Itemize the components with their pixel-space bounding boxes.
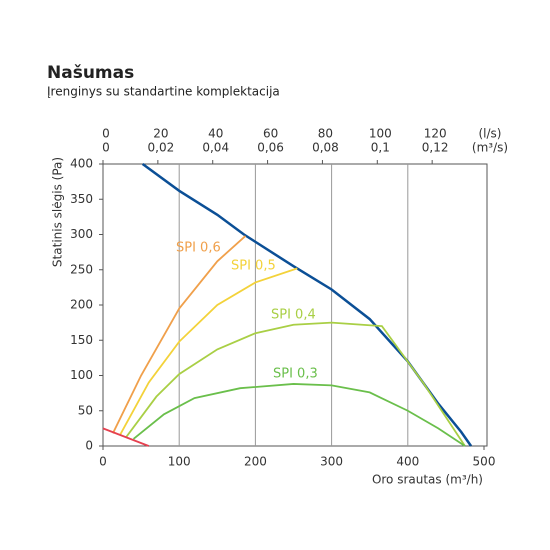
y-axis-label: Statinis slėgis (Pa) [51, 157, 65, 267]
x-tick-label: 100 [168, 455, 191, 469]
series-line [141, 162, 473, 447]
top-axis-unit: (m³/s) [472, 141, 508, 155]
plot-frame [102, 163, 488, 447]
y-tick-label: 200 [70, 298, 93, 312]
x-tick-label: 400 [396, 455, 419, 469]
top-tick-label: 0,08 [312, 141, 339, 155]
y-tick-label: 400 [70, 157, 93, 171]
top-tick-label: 40 [208, 127, 223, 141]
y-tick-label: 50 [78, 403, 93, 417]
series-line [102, 427, 150, 447]
x-tick-label: 500 [473, 455, 496, 469]
top-tick-label: 100 [369, 127, 392, 141]
chart-subtitle: Įrenginys su standartine komplektacija [47, 85, 280, 99]
top-tick-label: 0 [102, 141, 110, 155]
series-label: SPI 0,4 [271, 308, 316, 323]
top-tick-label: 60 [263, 127, 278, 141]
series-label: SPI 0,6 [176, 241, 221, 256]
series-label: SPI 0,3 [273, 367, 318, 382]
series-line [112, 235, 247, 434]
series-line [132, 383, 466, 447]
y-tick-label: 250 [70, 262, 93, 276]
x-tick-label: 300 [320, 455, 343, 469]
y-tick-label: 150 [70, 333, 93, 347]
series-line [125, 321, 466, 447]
top-tick-label: 0,04 [202, 141, 229, 155]
top-tick-label: 20 [153, 127, 168, 141]
top-tick-label: 0,06 [257, 141, 284, 155]
x-axis-label: Oro srautas (m³/h) [372, 473, 483, 487]
top-tick-label: 0,02 [148, 141, 175, 155]
top-tick-label: 0,1 [371, 141, 390, 155]
top-tick-label: 0,12 [422, 141, 449, 155]
y-tick-label: 0 [85, 439, 93, 453]
top-tick-label: 0 [102, 127, 110, 141]
top-tick-label: 80 [318, 127, 333, 141]
x-tick-label: 200 [244, 455, 267, 469]
y-tick-label: 100 [70, 368, 93, 382]
x-tick-label: 0 [99, 455, 107, 469]
top-tick-label: 120 [424, 127, 447, 141]
series-label: SPI 0,5 [231, 259, 276, 274]
y-tick-label: 350 [70, 192, 93, 206]
series-line [118, 267, 298, 436]
top-axis-unit: (l/s) [479, 127, 502, 141]
y-tick-label: 300 [70, 227, 93, 241]
chart-title: Našumas [47, 63, 134, 83]
